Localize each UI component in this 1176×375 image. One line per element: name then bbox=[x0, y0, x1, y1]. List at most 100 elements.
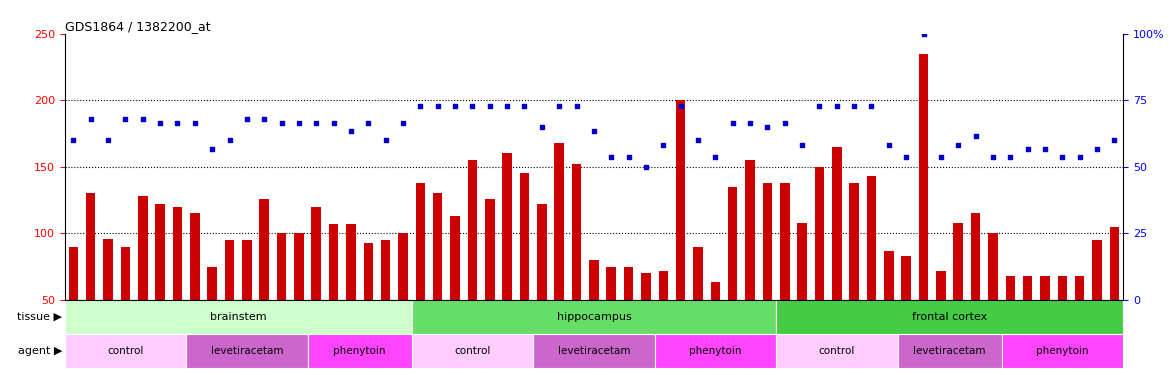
Bar bbox=[1093, 240, 1102, 300]
Point bbox=[759, 124, 777, 130]
Bar bbox=[308, 334, 412, 368]
Bar bbox=[623, 267, 634, 300]
Point bbox=[151, 120, 169, 126]
Text: frontal cortex: frontal cortex bbox=[911, 312, 987, 322]
Point bbox=[325, 120, 343, 126]
Point bbox=[793, 142, 811, 148]
Point bbox=[636, 164, 655, 170]
Point bbox=[914, 31, 933, 37]
Point bbox=[810, 103, 829, 109]
Bar bbox=[433, 194, 442, 300]
Bar bbox=[676, 100, 686, 300]
Bar bbox=[1110, 226, 1120, 300]
Point bbox=[238, 116, 256, 122]
Point bbox=[463, 103, 482, 109]
Bar bbox=[65, 334, 186, 368]
Point bbox=[1053, 154, 1071, 160]
Bar bbox=[1005, 276, 1015, 300]
Bar bbox=[468, 160, 477, 300]
Point bbox=[202, 147, 221, 153]
Point bbox=[515, 103, 534, 109]
Point bbox=[967, 133, 985, 139]
Bar bbox=[225, 240, 234, 300]
Bar bbox=[776, 334, 897, 368]
Text: levetiracetam: levetiracetam bbox=[557, 346, 630, 355]
Point bbox=[1070, 154, 1089, 160]
Bar bbox=[207, 267, 216, 300]
Point bbox=[828, 103, 847, 109]
Point bbox=[723, 120, 742, 126]
Bar bbox=[849, 183, 858, 300]
Bar bbox=[399, 233, 408, 300]
Point bbox=[394, 120, 413, 126]
Bar bbox=[86, 194, 95, 300]
Point bbox=[255, 116, 274, 122]
Point bbox=[880, 142, 898, 148]
Point bbox=[497, 103, 516, 109]
Bar bbox=[897, 334, 1002, 368]
Point bbox=[689, 137, 708, 143]
Bar bbox=[260, 199, 269, 300]
Bar bbox=[65, 300, 412, 334]
Point bbox=[480, 103, 499, 109]
Point bbox=[1018, 147, 1037, 153]
Bar bbox=[554, 143, 564, 300]
Text: phenytoin: phenytoin bbox=[1036, 346, 1089, 355]
Bar bbox=[294, 233, 303, 300]
Bar bbox=[412, 334, 533, 368]
Text: phenytoin: phenytoin bbox=[689, 346, 742, 355]
Point bbox=[359, 120, 377, 126]
Bar bbox=[797, 223, 807, 300]
Point bbox=[949, 142, 968, 148]
Point bbox=[446, 103, 465, 109]
Point bbox=[549, 103, 568, 109]
Bar bbox=[746, 160, 755, 300]
Point bbox=[654, 142, 673, 148]
Bar bbox=[485, 199, 495, 300]
Text: control: control bbox=[818, 346, 855, 355]
Bar bbox=[867, 176, 876, 300]
Point bbox=[620, 154, 639, 160]
Bar bbox=[103, 238, 113, 300]
Point bbox=[186, 120, 205, 126]
Text: levetiracetam: levetiracetam bbox=[914, 346, 985, 355]
Bar bbox=[710, 282, 720, 300]
Text: control: control bbox=[107, 346, 143, 355]
Point bbox=[862, 103, 881, 109]
Point bbox=[81, 116, 100, 122]
Bar bbox=[381, 240, 390, 300]
Point bbox=[671, 103, 690, 109]
Bar bbox=[363, 243, 373, 300]
Point bbox=[289, 120, 308, 126]
Bar bbox=[533, 334, 655, 368]
Bar bbox=[1023, 276, 1033, 300]
Point bbox=[307, 120, 326, 126]
Bar bbox=[346, 224, 355, 300]
Point bbox=[133, 116, 152, 122]
Text: brainstem: brainstem bbox=[209, 312, 267, 322]
Text: agent ▶: agent ▶ bbox=[18, 346, 62, 355]
Point bbox=[428, 103, 447, 109]
Bar bbox=[954, 223, 963, 300]
Point bbox=[584, 128, 603, 134]
Bar bbox=[776, 300, 1123, 334]
Bar bbox=[121, 247, 131, 300]
Bar bbox=[659, 270, 668, 300]
Point bbox=[567, 103, 586, 109]
Point bbox=[706, 154, 724, 160]
Bar bbox=[138, 196, 147, 300]
Bar bbox=[589, 260, 599, 300]
Point bbox=[99, 137, 118, 143]
Point bbox=[897, 154, 916, 160]
Point bbox=[341, 128, 360, 134]
Bar bbox=[412, 300, 776, 334]
Bar bbox=[502, 153, 512, 300]
Bar bbox=[155, 204, 165, 300]
Bar bbox=[572, 164, 581, 300]
Bar bbox=[276, 233, 286, 300]
Text: phenytoin: phenytoin bbox=[333, 346, 386, 355]
Text: tissue ▶: tissue ▶ bbox=[18, 312, 62, 322]
Point bbox=[410, 103, 429, 109]
Point bbox=[1036, 147, 1055, 153]
Bar bbox=[520, 173, 529, 300]
